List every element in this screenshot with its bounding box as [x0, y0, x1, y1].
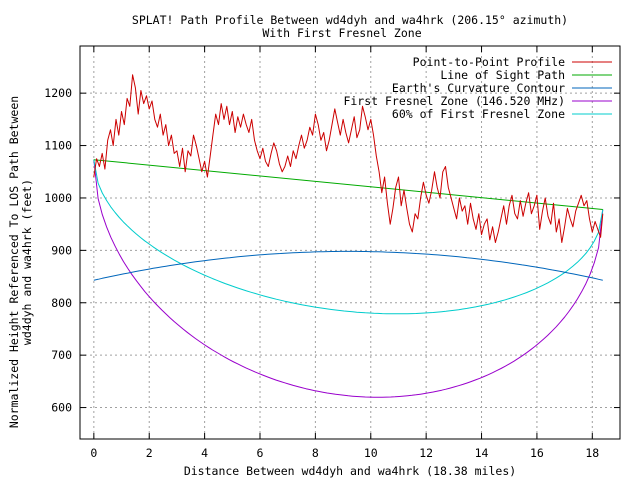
- y-tick-label: 800: [51, 296, 72, 310]
- series-line-line-of-sight-path: [93, 159, 603, 210]
- y-tick-label: 1200: [44, 86, 72, 100]
- legend-label: Point-to-Point Profile: [413, 55, 565, 69]
- series-line-earth-s-curvature-contour: [93, 250, 603, 281]
- x-tick-label: 14: [475, 446, 489, 460]
- x-tick-label: 8: [312, 446, 319, 460]
- series-line-point-to-point-profile: [93, 74, 604, 243]
- series-line-60-of-first-fresnel-zone: [93, 159, 604, 315]
- x-tick-label: 4: [201, 446, 208, 460]
- x-tick-label: 16: [530, 446, 544, 460]
- series-lines: [93, 74, 604, 398]
- y-axis-label-line-2: wd4dyh and wa4hrk (feet): [20, 179, 34, 345]
- chart-title: SPLAT! Path Profile Between wd4dyh and w…: [132, 13, 568, 27]
- x-tick-label: 2: [146, 446, 153, 460]
- grid-lines: [80, 46, 620, 439]
- x-tick-label: 18: [585, 446, 599, 460]
- y-tick-label: 1000: [44, 191, 72, 205]
- y-axis-label-line-1: Normalized Height Referenced To LOS Path…: [7, 96, 21, 428]
- legend-label: First Fresnel Zone (146.520 MHz): [343, 94, 565, 108]
- legend-label: 60% of First Fresnel Zone: [392, 107, 565, 121]
- x-tick-label: 10: [364, 446, 378, 460]
- plot-frame: [79, 45, 621, 440]
- y-axis-label: Normalized Height Referenced To LOS Path…: [7, 96, 34, 428]
- legend-label: Line of Sight Path: [440, 68, 565, 82]
- x-tick-label: 12: [419, 446, 433, 460]
- y-tick-label: 900: [51, 243, 72, 257]
- x-axis-label: Distance Between wd4dyh and wa4hrk (18.3…: [184, 464, 516, 478]
- x-tick-label: 6: [257, 446, 264, 460]
- series-line-first-fresnel-zone-146-520-mhz: [93, 159, 604, 398]
- y-tick-label: 700: [51, 348, 72, 362]
- y-tick-label: 600: [51, 401, 72, 415]
- chart-subtitle: With First Fresnel Zone: [262, 26, 421, 40]
- x-tick-label: 0: [90, 446, 97, 460]
- axis-ticks: 0 2 4 6 8 10 12 14 16 18 600 700 800 900 1000 1100 1200: [44, 46, 620, 460]
- legend-label: Earth's Curvature Contour: [392, 81, 565, 95]
- y-tick-label: 1100: [44, 139, 72, 153]
